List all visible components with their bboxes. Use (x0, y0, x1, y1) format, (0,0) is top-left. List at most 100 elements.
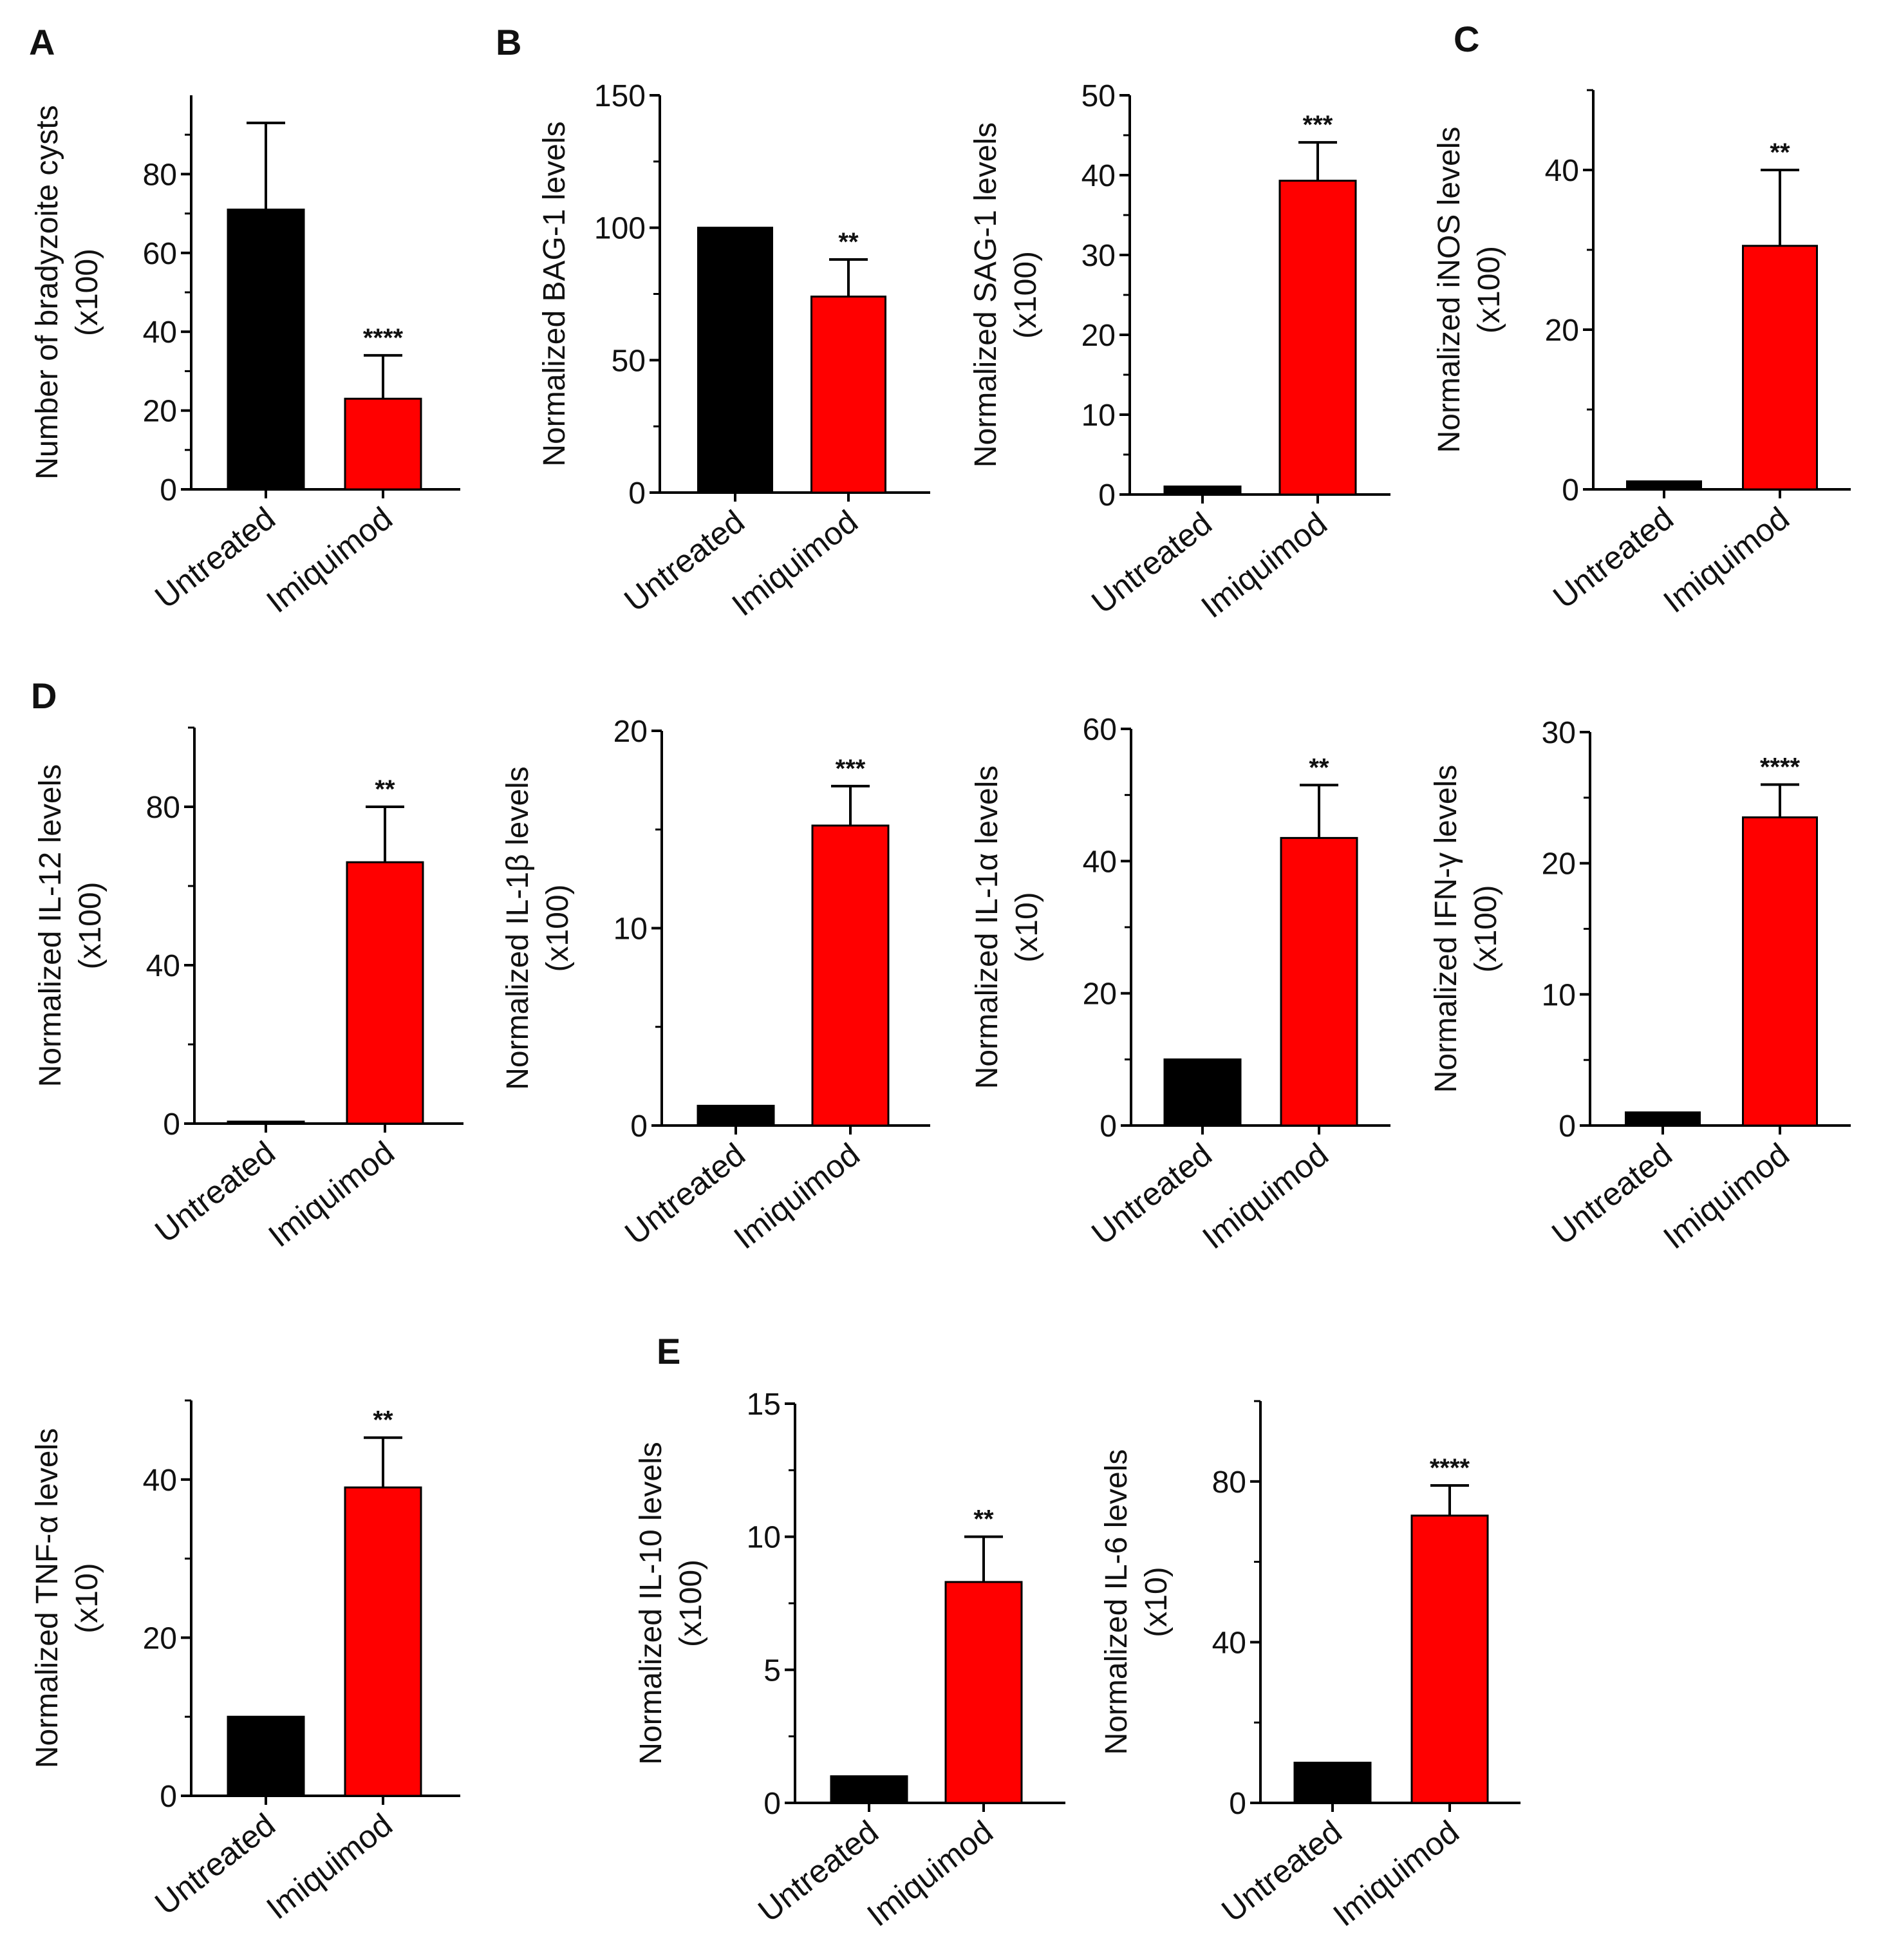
category-label-D1: Untreated (148, 1135, 282, 1250)
y-tick-label-D2: 0 (630, 1109, 648, 1144)
y-tick-label-B2: 20 (1081, 319, 1116, 353)
y-tick-label-D4: 30 (1542, 716, 1576, 750)
bar-D5-imiquimod (344, 1486, 422, 1797)
y-axis-label-D1: Normalized IL-12 levels (33, 764, 68, 1088)
category-label-D3: Imiquimod (1196, 1136, 1335, 1256)
bar-D1-untreated (227, 1120, 305, 1125)
y-axis-label-E2: (x10) (1139, 1567, 1174, 1637)
category-label-E2: Imiquimod (1327, 1814, 1466, 1934)
bar-B1-untreated (697, 227, 773, 494)
y-tick-label-B2: 50 (1081, 79, 1116, 113)
category-label-B1: Imiquimod (725, 504, 865, 623)
y-tick-label-D3: 20 (1083, 977, 1117, 1012)
category-label-D5: Imiquimod (260, 1807, 399, 1927)
y-tick-label-D1: 80 (146, 791, 180, 825)
y-axis-label-D5: (x10) (70, 1563, 104, 1633)
y-tick-label-A1: 40 (143, 316, 177, 350)
significance-label-C1: ** (1770, 138, 1790, 167)
y-tick-label-D4: 0 (1558, 1109, 1576, 1144)
bar-C1-untreated (1626, 480, 1702, 491)
y-tick-label-E2: 40 (1212, 1626, 1246, 1660)
y-tick-label-B2: 40 (1081, 159, 1116, 193)
category-label-C1: Untreated (1546, 500, 1680, 616)
panel-letter-c: C (1454, 19, 1479, 59)
bar-D4-imiquimod (1742, 816, 1818, 1127)
y-axis-label-D2: (x100) (541, 884, 575, 972)
y-tick-label-D1: 0 (163, 1107, 180, 1142)
bar-C1-imiquimod (1742, 245, 1818, 491)
y-tick-label-C1: 20 (1545, 314, 1579, 348)
panel-letter-a: A (29, 22, 55, 62)
significance-label-B2: *** (1303, 111, 1333, 139)
y-tick-label-D2: 20 (613, 715, 648, 749)
bar-E2-imiquimod (1410, 1514, 1489, 1804)
y-tick-label-C1: 40 (1545, 154, 1579, 188)
y-tick-label-A1: 60 (143, 237, 177, 271)
bar-E2-untreated (1293, 1762, 1372, 1804)
significance-label-B1: ** (838, 228, 859, 256)
bar-A1-untreated (227, 208, 305, 491)
bar-A1-imiquimod (344, 397, 422, 491)
y-tick-label-B1: 50 (612, 344, 646, 378)
significance-label-D2: *** (836, 755, 866, 783)
significance-label-D4: **** (1760, 753, 1801, 781)
y-axis-label-A1: Number of bradyzoite cysts (30, 105, 64, 480)
bar-D4-untreated (1625, 1111, 1701, 1127)
y-axis-label-D1: (x100) (73, 881, 108, 969)
y-tick-label-E2: 0 (1229, 1787, 1246, 1821)
category-label-D3: Untreated (1085, 1136, 1219, 1252)
y-axis-label-B2: Normalized SAG-1 levels (969, 122, 1003, 467)
y-tick-label-E1: 10 (747, 1521, 781, 1555)
significance-label-E1: ** (973, 1505, 994, 1534)
y-axis-label-B1: Normalized BAG-1 levels (538, 121, 572, 466)
y-tick-label-B1: 0 (628, 476, 646, 511)
y-tick-label-D3: 40 (1083, 845, 1117, 879)
y-tick-label-D2: 10 (613, 912, 648, 947)
y-tick-label-D1: 40 (146, 949, 180, 983)
y-axis-label-D3: Normalized IL-1α levels (970, 766, 1004, 1089)
y-axis-label-D4: Normalized IFN-γ levels (1429, 765, 1463, 1093)
bar-E1-imiquimod (944, 1581, 1023, 1804)
y-axis-label-E2: Normalized IL-6 levels (1100, 1449, 1134, 1755)
significance-label-D1: ** (375, 775, 395, 804)
category-label-B2: Imiquimod (1195, 505, 1334, 625)
y-tick-label-E1: 5 (763, 1654, 781, 1688)
category-label-D2: Imiquimod (727, 1136, 866, 1256)
y-axis-label-E1: Normalized IL-10 levels (634, 1442, 668, 1765)
significance-label-A1: **** (363, 324, 404, 352)
y-axis-label-D4: (x100) (1469, 885, 1503, 972)
category-label-E1: Imiquimod (861, 1814, 1000, 1934)
category-label-D4: Imiquimod (1657, 1136, 1796, 1256)
y-axis-label-E1: (x100) (674, 1560, 708, 1647)
y-axis-label-D3: (x10) (1010, 892, 1044, 962)
y-tick-label-B2: 0 (1098, 478, 1116, 513)
y-axis-label-C1: (x100) (1472, 246, 1506, 334)
category-label-B2: Untreated (1085, 505, 1219, 621)
y-tick-label-E2: 80 (1212, 1465, 1246, 1500)
category-label-D4: Untreated (1545, 1136, 1679, 1252)
y-tick-label-D4: 20 (1542, 847, 1576, 881)
y-axis-label-D2: Normalized IL-1β levels (501, 766, 535, 1089)
bar-D3-untreated (1163, 1058, 1242, 1127)
y-tick-label-B1: 100 (594, 212, 646, 246)
bar-B1-imiquimod (810, 296, 886, 494)
y-tick-label-A1: 20 (143, 395, 177, 429)
y-tick-label-C1: 0 (1562, 473, 1579, 507)
y-tick-label-B1: 150 (594, 79, 646, 113)
y-axis-label-D5: Normalized TNF-α levels (30, 1428, 64, 1768)
category-label-C1: Imiquimod (1657, 500, 1796, 620)
y-tick-label-D5: 0 (160, 1780, 177, 1814)
panel-letter-b: B (496, 22, 521, 62)
bar-D2-untreated (697, 1104, 775, 1127)
y-axis-label-C1: Normalized iNOS levels (1432, 127, 1466, 453)
bar-E1-untreated (830, 1775, 908, 1804)
y-tick-label-D4: 10 (1542, 978, 1576, 1012)
significance-label-E2: **** (1430, 1454, 1470, 1482)
bar-D1-imiquimod (346, 861, 424, 1125)
y-tick-label-D3: 0 (1100, 1109, 1117, 1144)
panel-letter-d: D (31, 675, 57, 716)
y-axis-label-A1: (x100) (70, 249, 104, 336)
panel-letter-e: E (657, 1331, 680, 1371)
bar-D3-imiquimod (1280, 836, 1358, 1127)
